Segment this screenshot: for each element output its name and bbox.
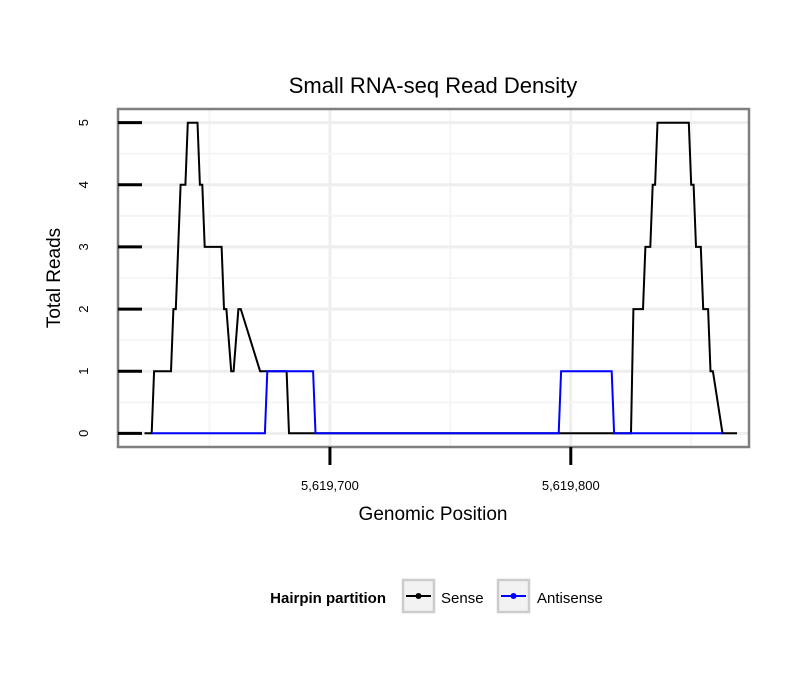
plot-panel-border bbox=[116, 107, 751, 449]
legend-item-antisense: Antisense bbox=[496, 578, 603, 614]
y-tick-label-2: 2 bbox=[76, 305, 91, 312]
y-tick-label-4: 4 bbox=[76, 181, 91, 188]
series-line-antisense bbox=[151, 370, 723, 435]
y-tick-label-3: 3 bbox=[76, 243, 91, 250]
series-lines bbox=[144, 121, 737, 435]
x-tick-label-0: 5,619,700 bbox=[301, 478, 359, 493]
legend-label-antisense: Antisense bbox=[537, 590, 603, 607]
legend-label-sense: Sense bbox=[441, 590, 484, 607]
legend: Hairpin partition Sense Antisense bbox=[270, 578, 603, 614]
grid-lines bbox=[118, 109, 749, 447]
y-axis-title: Total Reads bbox=[44, 228, 65, 328]
legend-key-sense-point bbox=[415, 593, 422, 599]
chart-title: Small RNA-seq Read Density bbox=[289, 73, 578, 98]
legend-item-sense: Sense bbox=[401, 578, 484, 614]
y-axis: 0 1 2 3 4 5 bbox=[76, 119, 142, 437]
y-tick-label-0: 0 bbox=[76, 430, 91, 437]
x-axis: 5,619,700 5,619,800 bbox=[301, 447, 600, 493]
x-tick-label-1: 5,619,800 bbox=[542, 478, 600, 493]
y-tick-label-1: 1 bbox=[76, 368, 91, 375]
legend-key-antisense-point bbox=[510, 593, 517, 599]
legend-title: Hairpin partition bbox=[270, 590, 386, 607]
y-tick-label-5: 5 bbox=[76, 119, 91, 126]
x-axis-title: Genomic Position bbox=[359, 504, 508, 525]
